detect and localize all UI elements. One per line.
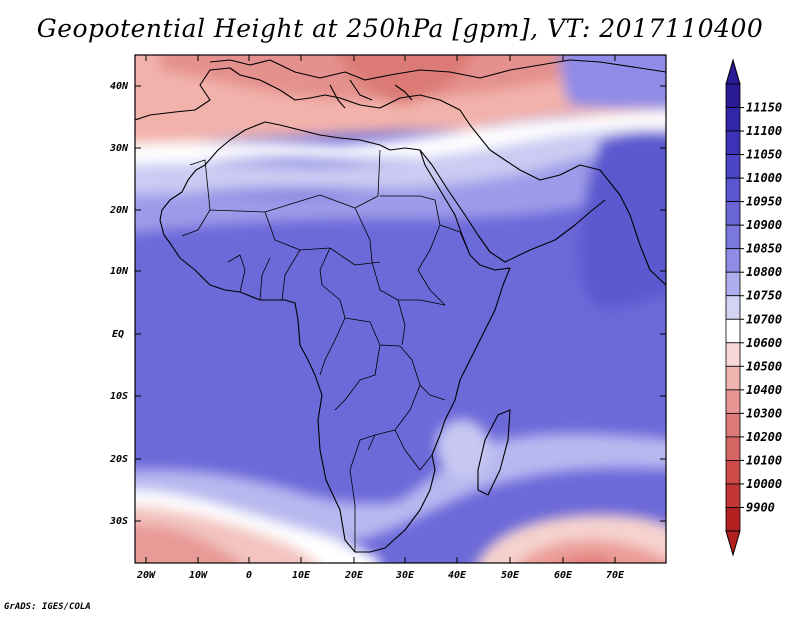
colorbar-swatch — [725, 389, 741, 414]
lon-label: 20W — [136, 570, 156, 581]
colorbar-label: 10750 — [746, 289, 782, 303]
colorbar-swatch — [725, 130, 741, 155]
lon-label: 50E — [501, 570, 520, 581]
colorbar-arrow-bottom — [725, 530, 741, 557]
lon-label: 10W — [189, 570, 208, 581]
colorbar-swatch — [725, 201, 741, 226]
lat-label: EQ — [112, 329, 124, 340]
colorbar-label: 10600 — [746, 336, 782, 350]
lon-label: 70E — [606, 570, 625, 581]
colorbar-arrow-top — [725, 58, 741, 85]
colorbar-swatch — [725, 342, 741, 367]
map-frame — [134, 54, 667, 564]
height-field — [135, 55, 666, 563]
colorbar-label: 10100 — [746, 453, 782, 467]
lat-label: 30N — [109, 143, 129, 154]
colorbar-label: 10000 — [746, 477, 782, 491]
colorbar-swatch — [725, 460, 741, 485]
coastlines — [135, 59, 666, 553]
longitude-labels: 20W 10W 0 10E 20E 30E 40E 50E 60E 70E — [136, 570, 625, 581]
lon-label: 10E — [292, 570, 311, 581]
colorbar-label: 10900 — [746, 218, 782, 232]
colorbar-label: 10300 — [746, 406, 782, 420]
colorbar-swatch — [725, 271, 741, 297]
lat-label: 20N — [109, 205, 129, 216]
colorbar-swatch — [725, 318, 741, 344]
colorbar-label: 11000 — [746, 171, 782, 185]
colorbar-swatch — [725, 365, 741, 391]
lon-label: 60E — [554, 570, 573, 581]
lat-label: 20S — [109, 454, 128, 465]
colorbar-swatch — [725, 83, 741, 108]
lat-label: 10S — [110, 391, 128, 402]
colorbar-swatch — [725, 412, 741, 438]
colorbar-label: 10400 — [746, 383, 782, 397]
lon-label: 0 — [246, 570, 252, 581]
colorbar-label: 9900 — [746, 500, 775, 514]
colorbar-swatch — [725, 248, 741, 273]
lat-label: 30S — [109, 516, 128, 527]
colorbar-swatch — [725, 483, 741, 508]
colorbar-swatch — [725, 177, 741, 203]
lat-label: 40N — [110, 81, 129, 92]
lat-label: 10N — [110, 266, 129, 277]
colorbar-swatch — [725, 436, 741, 461]
colorbar-label: 10200 — [746, 430, 782, 444]
colorbar-label: 11100 — [746, 124, 782, 138]
colorbar-swatch — [725, 154, 741, 179]
lon-label: 40E — [448, 570, 467, 581]
colorbar-swatch — [725, 507, 741, 532]
colorbar-label: 10950 — [746, 195, 782, 209]
colorbar-label: 10850 — [746, 242, 782, 256]
axis-ticks — [135, 55, 666, 563]
colorbar-swatch — [725, 107, 741, 132]
chart-title: Geopotential Height at 250hPa [gpm], VT:… — [36, 14, 764, 43]
colorbar-swatch — [725, 224, 741, 250]
colorbar-label: 11050 — [746, 148, 782, 162]
colorbar-swatch — [725, 295, 741, 320]
colorbar-label: 10800 — [746, 265, 782, 279]
lon-label: 30E — [395, 570, 415, 581]
latitude-labels: 40N 30N 20N 10N EQ 10S 20S 30S — [109, 81, 129, 527]
lon-label: 20E — [344, 570, 364, 581]
colorbar-label: 10700 — [746, 312, 782, 326]
colorbar: 11150 11100 11050 11000 10950 10900 10850 10800… — [725, 58, 782, 557]
colorbar-label: 10500 — [746, 359, 782, 373]
colorbar-label: 11150 — [746, 101, 782, 115]
country-borders — [181, 149, 471, 552]
grads-credit: GrADS: IGES/COLA — [4, 602, 91, 612]
